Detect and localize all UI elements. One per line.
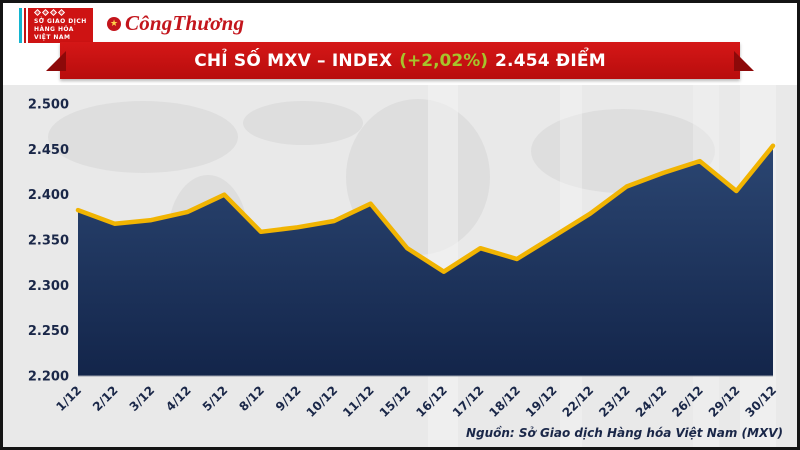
mxv-logo-line-1: SỞ GIAO DỊCH: [34, 17, 87, 25]
x-axis-date-label: 23/12: [596, 383, 633, 420]
index-value: 2.454 ĐIỂM: [495, 50, 606, 71]
y-axis-tick-label: 2.250: [28, 324, 69, 339]
x-axis-date-label: 2/12: [90, 383, 121, 414]
y-axis-tick-label: 2.300: [28, 279, 69, 294]
y-axis-tick-label: 2.200: [28, 370, 69, 385]
congthuong-logo-text: CôngThương: [125, 11, 245, 35]
y-axis-tick-label: 2.450: [28, 143, 69, 158]
x-axis-date-label: 8/12: [236, 383, 267, 414]
y-axis-tick-label: 2.350: [28, 234, 69, 249]
congthuong-emblem-icon: ★: [107, 16, 121, 31]
mxv-logo: SỞ GIAO DỊCH HÀNG HÓA VIỆT NAM: [19, 8, 93, 43]
index-change-percent: (+2,02%): [399, 50, 489, 71]
chart-title: CHỈ SỐ MXV – INDEX: [194, 50, 393, 71]
x-axis-date-label: 1/12: [53, 383, 84, 414]
x-axis-date-label: 24/12: [633, 383, 670, 420]
y-axis-tick-label: 2.500: [28, 98, 69, 113]
x-axis-date-label: 4/12: [163, 383, 194, 414]
x-axis-date-label: 19/12: [523, 383, 560, 420]
index-line: [75, 143, 776, 274]
x-axis-date-label: 5/12: [200, 383, 231, 414]
title-banner: CHỈ SỐ MXV – INDEX (+2,02%) 2.454 ĐIỂM: [46, 42, 754, 79]
x-axis-date-label: 3/12: [127, 383, 158, 414]
chart-area: 2.200 2.250 2.300 2.350 2.400 2.450 2.500 1/12 2…: [3, 85, 797, 447]
mxv-logo-box: SỞ GIAO DỊCH HÀNG HÓA VIỆT NAM: [28, 8, 93, 43]
y-axis-tick-label: 2.400: [28, 188, 69, 203]
x-axis-date-label: 9/12: [273, 383, 304, 414]
x-axis-date-label: 10/12: [304, 383, 341, 420]
mxv-diamonds-icon: [33, 8, 87, 16]
source-caption: Nguồn: Sở Giao dịch Hàng hóa Việt Nam (M…: [465, 426, 783, 440]
mxv-logo-line-2: HÀNG HÓA: [34, 25, 74, 33]
x-axis-date-label: 18/12: [486, 383, 523, 420]
mxv-logo-red-stripe: [24, 8, 26, 43]
mxv-logo-cyan-stripe: [19, 8, 22, 43]
mxv-logo-text: SỞ GIAO DỊCH HÀNG HÓA VIỆT NAM: [34, 18, 87, 42]
mxv-logo-line-3: VIỆT NAM: [34, 34, 71, 42]
x-axis-date-label: 15/12: [377, 383, 414, 420]
background-world-map: [48, 85, 776, 447]
x-axis-date-label: 11/12: [340, 383, 377, 420]
congthuong-logo: ★ CôngThương: [107, 11, 244, 36]
